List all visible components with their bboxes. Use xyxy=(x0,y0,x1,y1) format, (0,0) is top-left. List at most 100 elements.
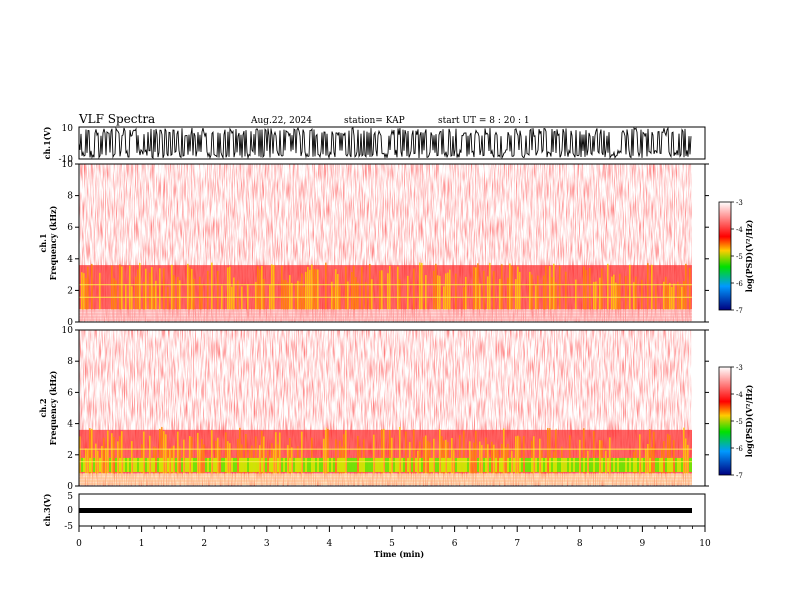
spectrum-spike xyxy=(119,436,121,474)
ch3-ytick-0: 0 xyxy=(67,506,73,516)
spectrum-spike xyxy=(419,262,421,310)
spectrum-spike xyxy=(227,441,229,474)
spectrum-green xyxy=(167,457,169,472)
spectrum-green xyxy=(667,457,669,472)
spectrum-green xyxy=(257,457,259,472)
spectrum-spike xyxy=(543,275,545,310)
spectrum-blank xyxy=(692,164,705,322)
spectrum-lowband xyxy=(79,479,692,483)
spectrum-green xyxy=(407,457,409,472)
spectrum-spike xyxy=(399,279,401,310)
spectrum-spike xyxy=(261,430,263,474)
freq-tick-label: 6 xyxy=(67,223,73,233)
spectrum-green xyxy=(293,457,295,472)
spectrum-green xyxy=(187,457,189,472)
spectrum-spike xyxy=(155,280,157,310)
spectrum-spike xyxy=(159,268,161,310)
station-label: station= KAP xyxy=(344,116,405,126)
spectrum-spike xyxy=(203,444,205,474)
spectrum-green xyxy=(607,457,609,472)
spectrum-spike xyxy=(549,428,551,474)
spectrum-green xyxy=(571,457,573,472)
spectrum-spike xyxy=(363,439,365,474)
freq-tick-label: 10 xyxy=(62,326,74,336)
spectrum-green xyxy=(385,457,387,472)
spectrum-spike xyxy=(609,437,611,474)
spectrum-green xyxy=(375,457,377,472)
spectrum-spike xyxy=(413,268,415,310)
spectrum-spike xyxy=(569,435,571,474)
date-label: Aug.22, 2024 xyxy=(250,116,312,126)
ch1-ytick-10: 10 xyxy=(62,124,74,134)
spectrum-spike xyxy=(167,286,169,310)
spectrum-spike xyxy=(491,441,493,474)
spectrum-green xyxy=(371,457,373,472)
spectrum-green xyxy=(185,457,187,472)
spectrum-spike xyxy=(301,273,303,310)
spectrum-green xyxy=(365,457,367,472)
spectrum-green xyxy=(89,457,91,472)
spectrum-spike xyxy=(263,278,265,310)
spectrum-spike xyxy=(191,437,193,474)
spectrum-spike xyxy=(345,266,347,310)
spectrum-spike xyxy=(163,431,165,474)
ch1-freq-ticks: 0 2 4 6 8 10 xyxy=(62,160,709,328)
spectrum-spike xyxy=(639,434,641,474)
spectrum-green xyxy=(137,457,139,472)
spectrum-lowband xyxy=(79,315,692,319)
spectrum-lowband xyxy=(79,309,692,313)
ch3-waveform-trace xyxy=(79,508,692,513)
spectrum-gap xyxy=(627,164,628,266)
spectrum-spike xyxy=(325,262,327,310)
spectrum-spike xyxy=(113,436,115,474)
spectrum-spike xyxy=(673,283,675,310)
spectrum-spike xyxy=(259,445,261,474)
spectrum-spike xyxy=(583,266,585,310)
spectrum-spike xyxy=(381,270,383,310)
spectrum-spike xyxy=(547,427,549,474)
spectrum-spike xyxy=(353,265,355,310)
freq-tick-label: 6 xyxy=(67,388,73,398)
spectrum-green xyxy=(583,457,585,472)
spectrum-green xyxy=(93,457,95,472)
spectrum-green xyxy=(139,457,141,472)
ch2-spectrogram-panel: 0 2 4 6 8 10 ch.2Frequency (kHz) xyxy=(38,326,709,492)
spectrum-spike xyxy=(179,446,181,474)
spectrum-spike xyxy=(593,431,595,474)
spectrum-spike xyxy=(85,448,87,474)
spectrum-green xyxy=(635,457,637,472)
spectrum-spike xyxy=(433,438,435,474)
spectrum-green xyxy=(529,457,531,472)
spectrum-spike xyxy=(445,439,447,474)
spectrum-gap xyxy=(487,330,488,430)
spectrum-green xyxy=(369,457,371,472)
spectrum-spike xyxy=(281,265,283,310)
spectrum-green xyxy=(159,457,161,472)
spectrum-green xyxy=(633,457,635,472)
spectrum-spike xyxy=(519,271,521,310)
spectrum-spike xyxy=(301,431,303,474)
spectrum-spike xyxy=(501,264,503,310)
spectrum-spike xyxy=(81,272,83,310)
spectrum-green xyxy=(565,457,567,472)
spectrum-spike xyxy=(197,432,199,474)
spectrum-spike xyxy=(575,279,577,310)
spectrum-spike xyxy=(391,437,393,474)
spectrum-green xyxy=(311,457,313,472)
spectrum-spike xyxy=(493,444,495,474)
colorbar-tick-label: -5 xyxy=(736,253,743,261)
spectrum-spike xyxy=(507,277,509,310)
spectrum-line xyxy=(79,461,692,463)
colorbar-tick-label: -3 xyxy=(736,364,743,372)
spectrum-green xyxy=(99,457,101,472)
spectrum-spike xyxy=(443,440,445,474)
spectrum-green xyxy=(643,457,645,472)
colorbar-tick-label: -5 xyxy=(736,418,743,426)
spectrum-spike xyxy=(449,269,451,310)
spectrum-green xyxy=(395,457,397,472)
spectrum-green xyxy=(351,457,353,472)
spectrum-spike xyxy=(549,265,551,310)
spectrum-spike xyxy=(183,439,185,474)
spectrum-spike xyxy=(451,437,453,474)
freq-tick-label: 0 xyxy=(67,318,73,328)
